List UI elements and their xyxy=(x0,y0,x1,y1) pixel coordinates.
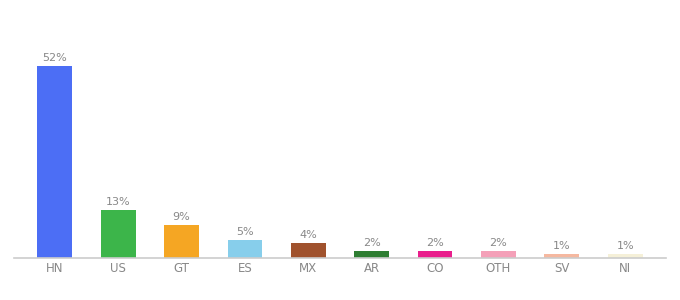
Bar xyxy=(481,250,516,258)
Bar xyxy=(164,225,199,258)
Text: 2%: 2% xyxy=(426,238,444,248)
Text: 13%: 13% xyxy=(106,197,131,207)
Bar xyxy=(228,239,262,258)
Text: 4%: 4% xyxy=(299,230,317,240)
Bar xyxy=(37,66,72,258)
Bar xyxy=(354,250,389,258)
Text: 2%: 2% xyxy=(363,238,381,248)
Text: 2%: 2% xyxy=(490,238,507,248)
Text: 5%: 5% xyxy=(236,226,254,236)
Bar xyxy=(418,250,452,258)
Text: 52%: 52% xyxy=(42,52,67,63)
Bar xyxy=(101,210,135,258)
Text: 1%: 1% xyxy=(616,241,634,251)
Text: 9%: 9% xyxy=(173,212,190,222)
Bar xyxy=(291,243,326,258)
Text: 1%: 1% xyxy=(553,241,571,251)
Bar xyxy=(608,254,643,258)
Bar xyxy=(545,254,579,258)
